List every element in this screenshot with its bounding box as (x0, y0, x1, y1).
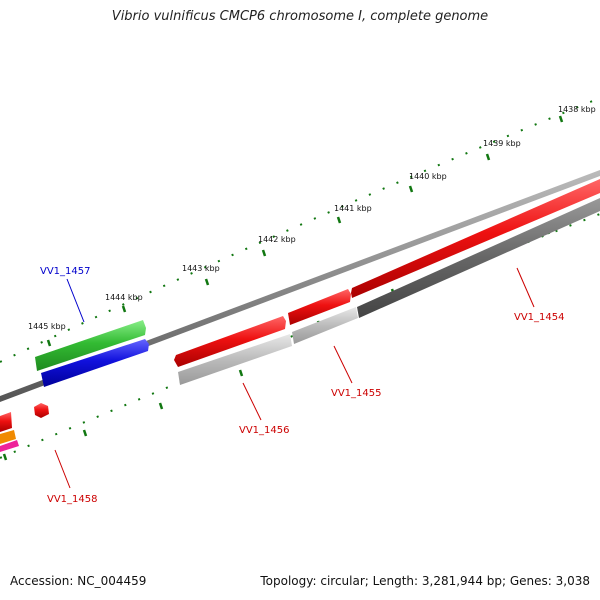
cds-vv1-1454[interactable] (351, 179, 600, 298)
leader-vv1-1457 (66, 278, 85, 323)
tick-label: 1442 kbp (258, 235, 296, 244)
leader-vv1-1454 (516, 267, 535, 308)
leader-vv1-1458 (54, 449, 71, 489)
gene-labels: VV1_1457 VV1_1454 VV1_1455 VV1_1456 VV1_… (40, 266, 565, 505)
gene-label-vv1-1454[interactable]: VV1_1454 (514, 312, 565, 323)
gene-bar-1454[interactable] (357, 198, 600, 318)
cds-vv1-1457-reverse[interactable] (41, 339, 149, 387)
feature-left-edge-orange[interactable] (0, 430, 16, 444)
label-leaders (54, 267, 535, 489)
tick-label: 1438 kbp (558, 105, 596, 114)
cds-vv1-1456[interactable] (174, 316, 286, 367)
feature-left-edge-magenta[interactable] (0, 440, 19, 452)
major-ticks-outer (46, 115, 564, 347)
genome-summary: Topology: circular; Length: 3,281,944 bp… (260, 574, 590, 588)
gene-label-vv1-1456[interactable]: VV1_1456 (239, 425, 290, 436)
gene-bar-1455[interactable] (292, 307, 358, 344)
tick-label: 1440 kbp (409, 172, 447, 181)
cds-vv1-1457[interactable] (35, 320, 146, 371)
map-title: Vibrio vulnificus CMCP6 chromosome I, co… (111, 9, 489, 24)
cds-left-edge-red[interactable] (0, 412, 12, 432)
leader-vv1-1456 (242, 382, 262, 421)
accession-label: Accession: NC_004459 (10, 574, 147, 588)
gene-label-vv1-1458[interactable]: VV1_1458 (47, 494, 98, 505)
cds-vv1-1458[interactable] (34, 403, 49, 418)
leader-vv1-1455 (333, 345, 353, 384)
tick-label: 1444 kbp (105, 293, 143, 302)
tick-labels: 1438 kbp 1439 kbp 1440 kbp 1441 kbp 1442… (28, 105, 596, 331)
gene-label-vv1-1457[interactable]: VV1_1457 (40, 266, 91, 277)
tick-label: 1443 kbp (182, 264, 220, 273)
tick-label: 1445 kbp (28, 322, 66, 331)
tick-label: 1441 kbp (334, 204, 372, 213)
gene-bar-1456[interactable] (178, 334, 292, 385)
genome-backbone (0, 170, 600, 402)
tick-label: 1439 kbp (483, 139, 521, 148)
cds-vv1-1455[interactable] (288, 289, 351, 325)
gene-label-vv1-1455[interactable]: VV1_1455 (331, 388, 382, 399)
